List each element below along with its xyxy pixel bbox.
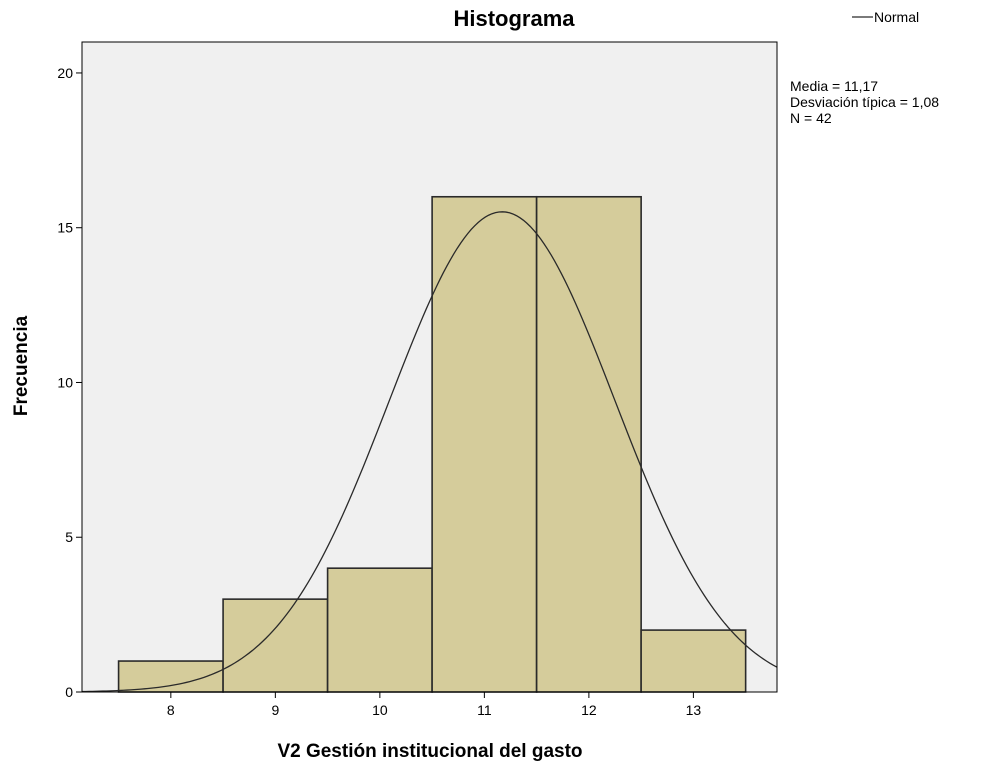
y-tick-label: 15 xyxy=(57,220,73,236)
bars-group xyxy=(117,195,747,693)
normal-curve xyxy=(81,211,778,693)
histogram-bar xyxy=(222,598,329,693)
y-tick-label: 20 xyxy=(57,65,73,81)
plot-frame xyxy=(81,41,778,693)
stat-std-dev: Desviación típica = 1,08 xyxy=(790,94,939,110)
x-tick-label: 11 xyxy=(477,702,492,718)
x-tick-label: 12 xyxy=(581,702,597,718)
legend: Normal xyxy=(852,9,919,25)
x-tick-label: 9 xyxy=(271,702,279,718)
x-tick-label: 8 xyxy=(167,702,175,718)
y-tick-label: 0 xyxy=(65,684,73,700)
y-tick-label: 10 xyxy=(57,374,73,390)
histogram-bar xyxy=(535,195,642,693)
histogram-bar xyxy=(431,195,538,693)
stat-mean: Media = 11,17 xyxy=(790,78,878,94)
y-tick-label: 5 xyxy=(65,529,73,545)
x-tick-label: 13 xyxy=(686,702,702,718)
y-axis-title: Frecuencia xyxy=(11,315,32,416)
chart-title: Histograma xyxy=(453,6,575,31)
x-axis-title: V2 Gestión institucional del gasto xyxy=(277,741,582,762)
legend-label-normal: Normal xyxy=(874,9,919,25)
x-axis: 8 9 10 11 12 13 xyxy=(167,692,701,718)
stats-box: Media = 11,17 Desviación típica = 1,08 N… xyxy=(790,78,939,126)
stat-n: N = 42 xyxy=(790,110,832,126)
histogram-bar xyxy=(326,567,433,693)
histogram-bar xyxy=(640,629,747,693)
y-axis: 0 5 10 15 20 xyxy=(57,65,82,700)
x-tick-label: 10 xyxy=(372,702,388,718)
